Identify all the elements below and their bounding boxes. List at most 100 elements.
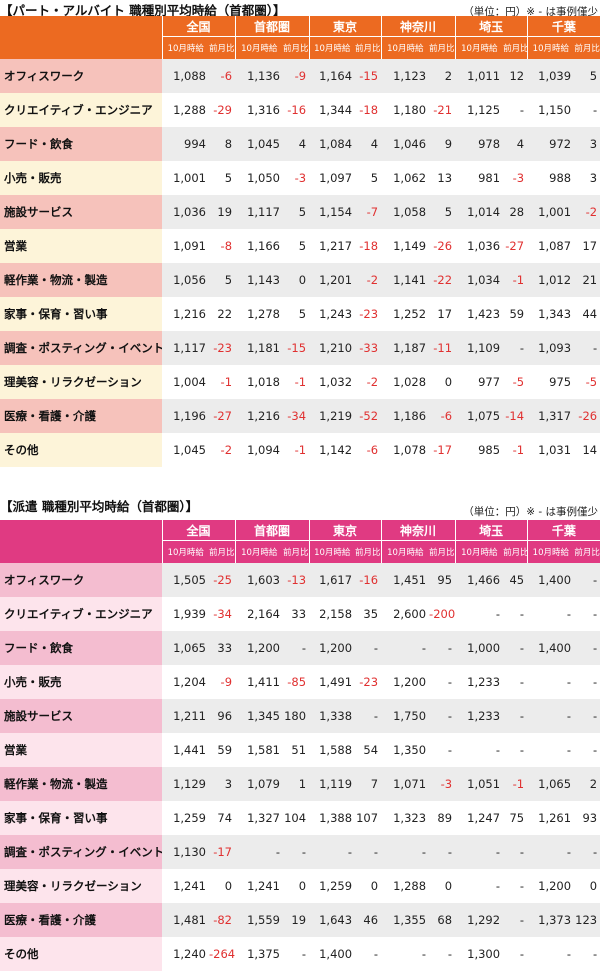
region-header: 首都圏 [234, 16, 310, 37]
wage-cell: 1,217 [309, 229, 356, 263]
change-cell: -21 [429, 93, 456, 127]
sub-header-wage: 10月時給 [526, 540, 575, 563]
change-cell: 89 [429, 801, 456, 835]
wage-cell: 1,219 [309, 399, 356, 433]
sub-header-wage: 10月時給 [454, 36, 504, 59]
change-cell: 96 [209, 699, 236, 733]
table-row: クリエイティブ・エンジニア 1,939 -34 2,164 33 2,158 35 2,600… [0, 597, 600, 631]
wage-cell: 1,200 [235, 631, 284, 665]
wage-cell: 1,343 [527, 297, 575, 331]
wage-cell: 1,441 [162, 733, 209, 767]
wage-cell: 1,233 [455, 665, 504, 699]
wage-cell: 1,000 [455, 631, 504, 665]
change-cell: -52 [355, 399, 382, 433]
change-cell: 0 [429, 365, 456, 399]
row-label: フード・飲食 [0, 127, 162, 161]
wage-cell: 985 [455, 433, 504, 467]
wage-cell: 1,143 [235, 263, 284, 297]
wage-cell: 972 [527, 127, 575, 161]
change-cell: -3 [429, 767, 456, 801]
table-row: 軽作業・物流・製造 1,056 5 1,143 0 1,201 -2 1,141 -22 1,03… [0, 263, 600, 297]
sub-header-change: 前月比 [429, 540, 456, 563]
region-header: 首都圏 [234, 520, 310, 541]
change-cell: 13 [429, 161, 456, 195]
wage-cell: - [455, 597, 504, 631]
wage-cell: 1,400 [527, 563, 575, 597]
wage-cell: 1,181 [235, 331, 284, 365]
wage-cell: 988 [527, 161, 575, 195]
wage-cell: - [527, 597, 575, 631]
sub-header-wage: 10月時給 [308, 36, 356, 59]
table-row: 医療・看護・介護 1,196 -27 1,216 -34 1,219 -52 1,186 -6 1… [0, 399, 600, 433]
change-cell: -9 [209, 665, 236, 699]
table-row: 小売・販売 1,001 5 1,050 -3 1,097 5 1,062 13 981 -3 988 3 [0, 161, 600, 195]
change-cell: 3 [574, 127, 600, 161]
table-row: 理美容・リラクゼーション 1,241 0 1,241 0 1,259 0 1,288 0- -1,… [0, 869, 600, 903]
wage-cell: 1,200 [309, 631, 356, 665]
wage-cell: 1,323 [381, 801, 430, 835]
region-header: 千葉 [526, 16, 600, 37]
wage-cell: 1,559 [235, 903, 284, 937]
wage-cell: 1,166 [235, 229, 284, 263]
wage-cell: 1,216 [162, 297, 209, 331]
wage-cell: 1,088 [162, 59, 209, 93]
change-cell: 0 [355, 869, 382, 903]
wage-cell: - [527, 937, 575, 971]
change-cell: - [503, 331, 528, 365]
change-cell: - [574, 93, 600, 127]
wage-cell: - [527, 733, 575, 767]
change-cell: 95 [429, 563, 456, 597]
wage-cell: 1,093 [527, 331, 575, 365]
change-cell: 9 [429, 127, 456, 161]
change-cell: 5 [283, 297, 310, 331]
change-cell: 33 [283, 597, 310, 631]
change-cell: -16 [283, 93, 310, 127]
change-cell: - [503, 93, 528, 127]
change-cell: - [503, 597, 528, 631]
change-cell: -82 [209, 903, 236, 937]
change-cell: - [283, 937, 310, 971]
region-header: 東京 [308, 16, 382, 37]
wage-cell: 1,097 [309, 161, 356, 195]
wage-cell: 1,400 [527, 631, 575, 665]
change-cell: - [429, 631, 456, 665]
change-cell: -18 [355, 93, 382, 127]
wage-cell: 1,505 [162, 563, 209, 597]
change-cell: -17 [429, 433, 456, 467]
wage-cell: 1,084 [309, 127, 356, 161]
change-cell: 17 [429, 297, 456, 331]
row-label: オフィスワーク [0, 59, 162, 93]
change-cell: -17 [209, 835, 236, 869]
change-cell: -1 [503, 433, 528, 467]
table-row: クリエイティブ・エンジニア 1,288 -29 1,316 -16 1,344 -18 1,1… [0, 93, 600, 127]
change-cell: -29 [209, 93, 236, 127]
wage-cell: 1,136 [235, 59, 284, 93]
wage-cell: 1,288 [162, 93, 209, 127]
wage-cell: 1,187 [381, 331, 430, 365]
change-cell: 28 [503, 195, 528, 229]
part-unit-note: （単位：円）※ - は事例僅少 [463, 6, 598, 18]
wage-cell: 1,091 [162, 229, 209, 263]
wage-cell: - [235, 835, 284, 869]
change-cell: 180 [283, 699, 310, 733]
haken-unit-note: （単位：円）※ - は事例僅少 [463, 506, 598, 518]
wage-cell: 1,119 [309, 767, 356, 801]
row-label: 施設サービス [0, 699, 162, 733]
change-cell: - [574, 733, 600, 767]
change-cell: 59 [503, 297, 528, 331]
sub-header-change: 前月比 [209, 540, 236, 563]
change-cell: 54 [355, 733, 382, 767]
wage-cell: 1,056 [162, 263, 209, 297]
wage-cell: 1,373 [527, 903, 575, 937]
row-label: 調査・ポスティング・イベント [0, 835, 162, 869]
change-cell: -33 [355, 331, 382, 365]
sub-header-change: 前月比 [283, 540, 310, 563]
wage-cell: - [455, 733, 504, 767]
change-cell: -13 [283, 563, 310, 597]
change-cell: 5 [355, 161, 382, 195]
change-cell: - [503, 869, 528, 903]
wage-cell: 1,388 [309, 801, 356, 835]
wage-cell: 2,600 [381, 597, 430, 631]
wage-cell: 1,045 [235, 127, 284, 161]
table-row: 小売・販売 1,204 -9 1,411 -85 1,491 -23 1,200-1,233-… [0, 665, 600, 699]
